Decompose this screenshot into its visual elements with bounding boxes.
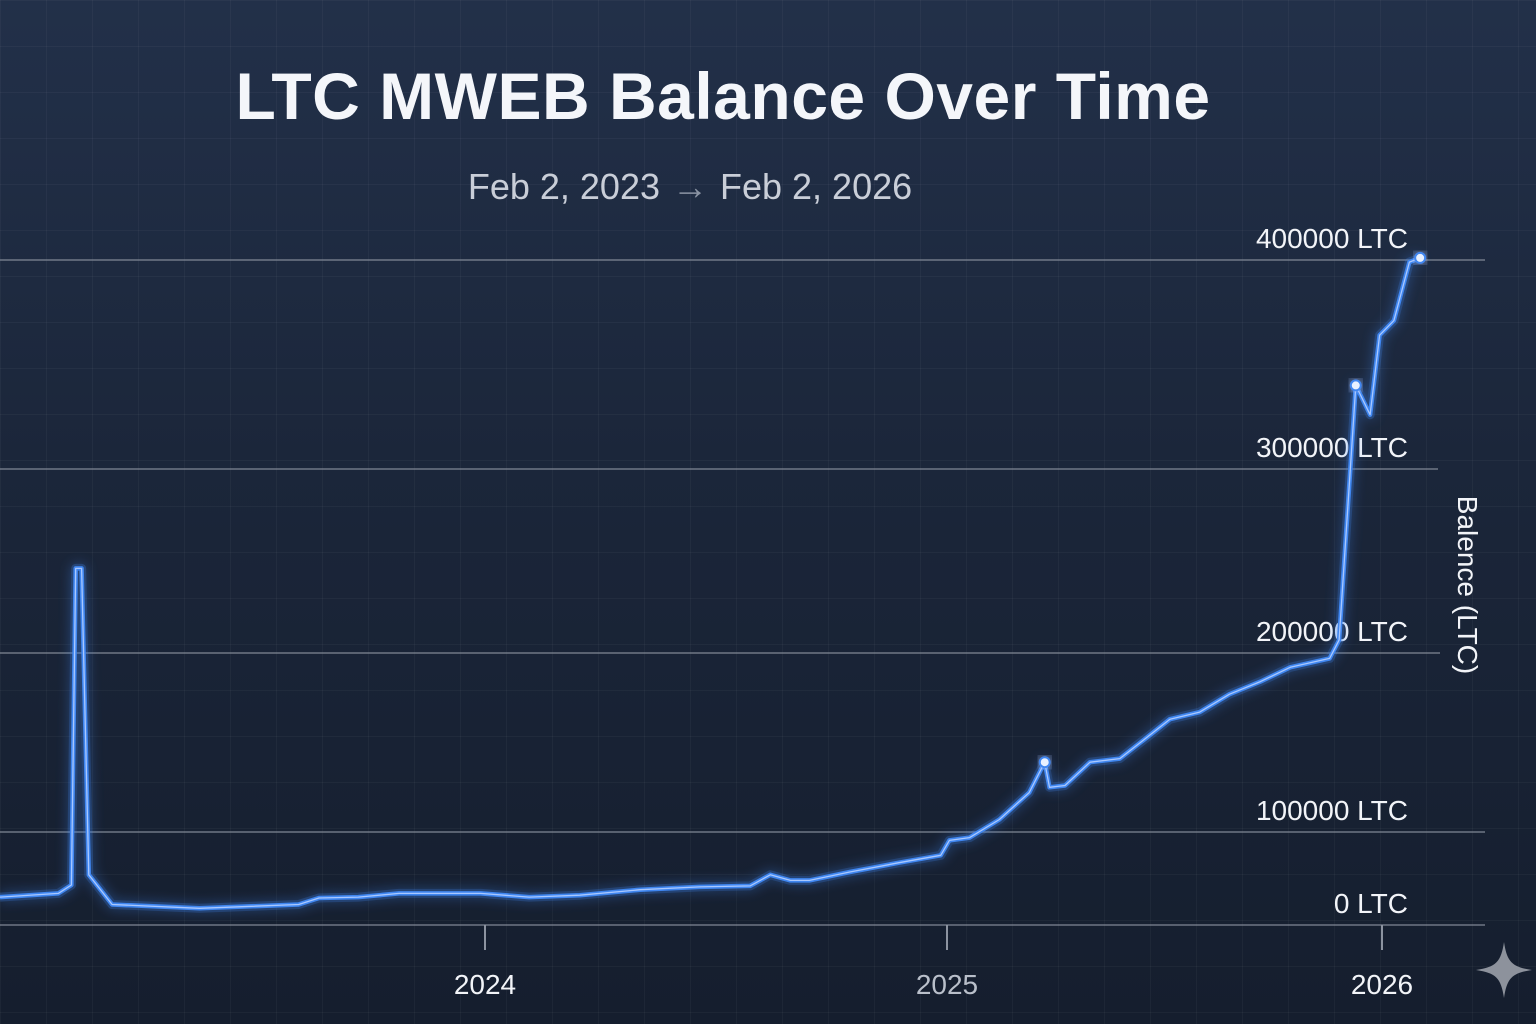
highlighted-data-point	[1349, 379, 1362, 392]
series-line	[0, 255, 1421, 911]
chart-title: LTC MWEB Balance Over Time	[235, 59, 1211, 133]
x-tick-label: 2024	[454, 969, 516, 1000]
y-tick-label: 100000 LTC	[1256, 795, 1408, 826]
highlighted-data-point	[1414, 251, 1427, 264]
series-line-highlight	[0, 257, 1421, 909]
y-tick-label: 400000 LTC	[1256, 223, 1408, 254]
x-tick-label: 2026	[1351, 969, 1413, 1000]
series-line-glow	[0, 253, 1422, 913]
arrow-right-icon: →	[672, 166, 708, 207]
y-axis-label: Balence (LTC)	[1452, 496, 1483, 674]
y-tick-label: 300000 LTC	[1256, 432, 1408, 463]
chart-subtitle: Feb 2, 2023 → Feb 2, 2026	[0, 166, 1380, 208]
sparkle-icon	[1476, 942, 1532, 998]
date-range-end: Feb 2, 2026	[720, 166, 913, 207]
highlighted-data-point	[1038, 756, 1051, 769]
y-tick-label: 200000 LTC	[1256, 616, 1408, 647]
x-tick-label: 2025	[916, 969, 978, 1000]
date-range-start: Feb 2, 2023	[467, 166, 660, 207]
y-tick-label: 0 LTC	[1334, 888, 1408, 919]
